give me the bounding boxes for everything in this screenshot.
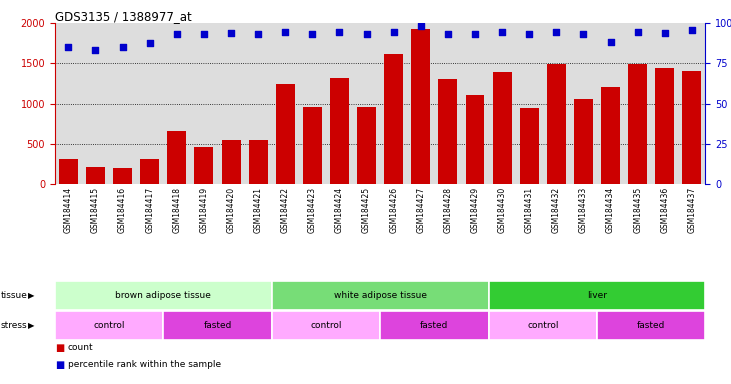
Point — [63, 44, 75, 50]
Text: control: control — [527, 321, 558, 330]
Point — [632, 29, 643, 35]
Bar — [412, 29, 431, 184]
Text: percentile rank within the sample: percentile rank within the sample — [68, 360, 221, 369]
Bar — [249, 140, 268, 184]
Text: ■: ■ — [55, 343, 64, 353]
Bar — [330, 78, 349, 184]
Bar — [55, 281, 272, 310]
Point — [144, 40, 156, 46]
Bar — [86, 167, 105, 184]
Text: GDS3135 / 1388977_at: GDS3135 / 1388977_at — [55, 10, 192, 23]
Point — [388, 29, 400, 35]
Bar — [547, 64, 566, 184]
Text: fasted: fasted — [203, 321, 232, 330]
Point — [496, 29, 508, 35]
Bar — [357, 107, 376, 184]
Point — [252, 30, 264, 36]
Text: ▶: ▶ — [28, 321, 34, 330]
Text: control: control — [94, 321, 125, 330]
Point — [605, 39, 616, 45]
Bar — [59, 159, 78, 184]
Point — [171, 30, 183, 36]
Point — [117, 44, 129, 50]
Bar — [601, 87, 620, 184]
Point — [415, 23, 427, 29]
Point — [279, 29, 291, 35]
Bar — [276, 84, 295, 184]
Text: brown adipose tissue: brown adipose tissue — [115, 291, 211, 300]
Point — [333, 29, 345, 35]
Bar — [163, 311, 272, 340]
Point — [686, 27, 697, 33]
Bar — [574, 99, 593, 184]
Point — [550, 29, 562, 35]
Text: fasted: fasted — [637, 321, 665, 330]
Text: ▶: ▶ — [28, 291, 34, 300]
Bar — [55, 311, 163, 340]
Point — [659, 30, 670, 36]
Point — [90, 47, 102, 53]
Point — [577, 30, 589, 36]
Bar — [682, 71, 701, 184]
Text: fasted: fasted — [420, 321, 449, 330]
Bar — [488, 311, 597, 340]
Point — [469, 30, 481, 36]
Point — [306, 30, 318, 36]
Bar — [597, 311, 705, 340]
Text: white adipose tissue: white adipose tissue — [333, 291, 427, 300]
Point — [442, 30, 454, 36]
Bar — [140, 159, 159, 184]
Bar — [194, 147, 213, 184]
Bar — [272, 311, 380, 340]
Bar — [167, 131, 186, 184]
Bar — [380, 311, 488, 340]
Bar — [113, 168, 132, 184]
Text: ■: ■ — [55, 360, 64, 370]
Point — [360, 30, 372, 36]
Bar — [385, 54, 404, 184]
Point — [225, 30, 237, 36]
Text: count: count — [68, 343, 94, 352]
Bar — [272, 281, 488, 310]
Bar — [655, 68, 674, 184]
Point — [198, 30, 210, 36]
Bar — [466, 95, 485, 184]
Text: control: control — [310, 321, 341, 330]
Bar — [628, 64, 647, 184]
Text: liver: liver — [587, 291, 607, 300]
Text: tissue: tissue — [1, 291, 28, 300]
Bar — [439, 79, 458, 184]
Text: stress: stress — [1, 321, 27, 330]
Bar — [520, 108, 539, 184]
Point — [523, 30, 535, 36]
Bar — [493, 72, 512, 184]
Bar — [221, 140, 240, 184]
Bar — [488, 281, 705, 310]
Bar — [303, 107, 322, 184]
